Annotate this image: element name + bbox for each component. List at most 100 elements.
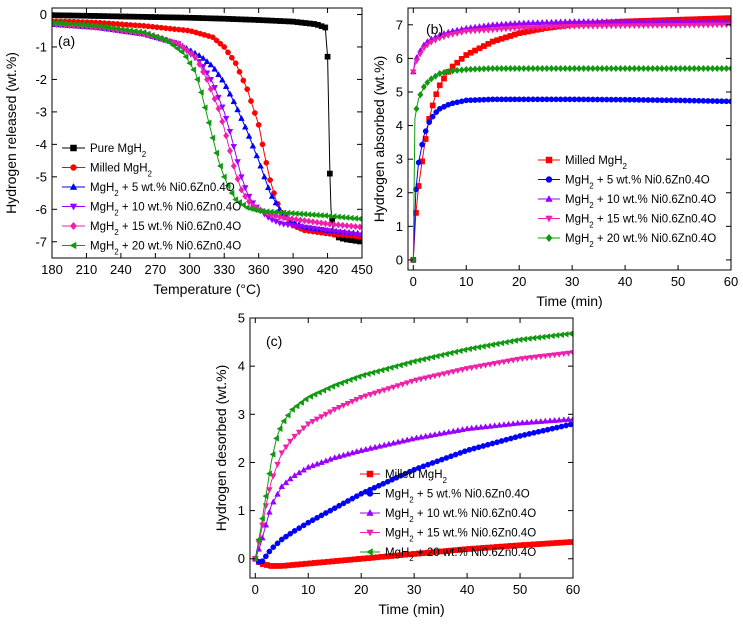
x-tick-label: 330 [213,262,235,277]
legend-marker [69,241,77,250]
data-point [257,162,264,169]
data-point [500,421,508,428]
data-point [276,425,283,433]
data-point [436,82,443,89]
data-point [196,60,203,68]
legend-marker [70,164,77,171]
y-tick-label: -1 [35,39,47,54]
data-point [219,76,226,83]
y-tick-label: -2 [35,72,47,87]
data-point [251,110,258,116]
data-point [282,444,290,451]
series-5 [410,64,731,264]
data-point [390,384,397,391]
x-tick-label: 20 [512,274,526,289]
data-point [635,64,642,73]
data-point [188,49,195,58]
y-tick-label: -3 [35,104,47,119]
legend-marker [366,470,374,478]
data-point [663,64,670,73]
data-point [463,65,470,74]
data-point [357,394,365,401]
data-point [264,184,272,191]
data-point [278,483,286,489]
data-point [371,390,379,397]
data-point [433,91,440,98]
data-point [229,54,235,61]
data-point [263,159,270,166]
data-point [709,22,716,29]
data-point [364,370,371,378]
data-point [199,63,207,70]
data-point [413,58,421,65]
data-point [444,33,452,40]
data-point [534,19,541,25]
data-point [668,64,675,73]
data-point [232,60,239,67]
data-point [230,98,238,105]
data-point [491,422,499,429]
data-point [295,429,303,436]
data-point [178,48,185,56]
data-point [565,350,572,357]
data-point [309,517,316,524]
data-point [546,417,554,424]
legend-entry: Milled MgH2 [565,155,628,171]
data-point [626,23,633,30]
data-point [331,407,339,413]
data-point [322,411,330,418]
data-point [538,18,546,25]
data-point [440,371,448,378]
x-tick-label: 300 [179,262,201,277]
x-tick-label: 180 [41,262,63,277]
data-point [251,206,258,214]
data-point [658,64,665,73]
data-point [714,64,721,73]
data-point [491,361,499,368]
data-point [612,64,619,73]
panel-label: (b) [426,21,443,37]
data-point [241,123,249,130]
data-point [458,56,465,62]
data-point [486,361,494,368]
data-point [454,426,462,433]
data-point [603,23,610,30]
data-point [219,117,226,126]
legend-entry: Milled MgH2 [385,469,448,485]
y-tick-label: 0 [40,7,47,22]
data-point [502,26,510,33]
data-point [511,337,518,344]
plot-frame [51,7,363,259]
data-point [622,64,629,73]
data-point [291,433,298,440]
series-layer [410,15,731,264]
data-point [436,35,444,42]
data-point [322,219,329,228]
data-point [287,530,294,537]
x-tick-label: 450 [351,262,373,277]
data-point [356,232,362,239]
data-point [270,544,277,551]
chart-panel-2: 0 10 20 30 40 50 60 0 1 2 3 4 5 6 7 Time (min) Hydrogen … [371,7,738,309]
data-point [224,182,231,189]
data-point [549,425,556,432]
data-point [543,24,551,31]
data-point [424,354,431,362]
data-point [575,23,583,30]
series-2 [252,421,573,565]
data-point [270,498,277,505]
data-point [534,25,541,32]
data-point [192,53,199,61]
data-point [537,417,545,424]
plot-frame [249,317,574,579]
data-point [461,346,468,354]
y-axis-label: Hydrogen released (wt.%) [3,52,19,214]
data-point [584,17,592,24]
data-point [465,345,472,353]
data-point [330,228,338,235]
data-point [272,435,279,442]
legend-entry: MgH2 + 5 wt.% Ni0.6Zn0.4O [565,175,710,191]
data-point [436,372,443,379]
data-point [247,205,254,213]
data-point [426,431,434,438]
